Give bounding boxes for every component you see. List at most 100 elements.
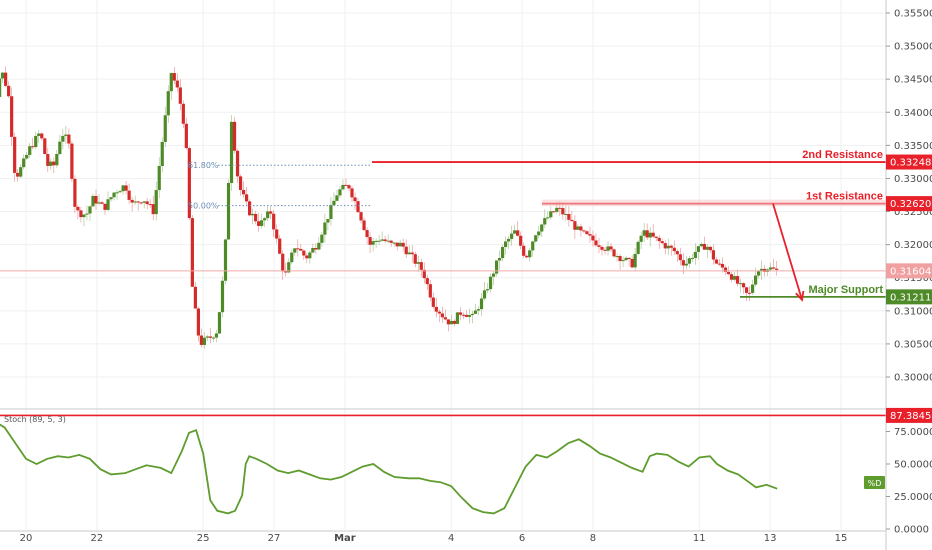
candle-body — [284, 271, 288, 273]
candle-body — [422, 269, 426, 279]
candle-body — [193, 286, 197, 309]
stoch-title: Stoch (89, 5, 3) — [4, 415, 66, 424]
candle-body — [199, 335, 204, 345]
candle-body — [88, 206, 92, 214]
candle-body — [335, 195, 339, 201]
candle-body — [540, 224, 544, 232]
candle-body — [552, 211, 556, 213]
time-tick-label: 6 — [519, 533, 525, 544]
resistance-2-tag — [886, 154, 932, 170]
candle-body — [380, 239, 384, 241]
candle-body — [181, 103, 185, 124]
candle-body — [148, 204, 152, 206]
candle-body — [687, 258, 691, 264]
candle-body — [410, 252, 414, 255]
candle-body — [732, 276, 737, 280]
candle-body — [600, 246, 604, 250]
fib-label: 61.80% — [188, 161, 219, 170]
fib-label: 50.00% — [188, 202, 219, 211]
candle-body — [52, 161, 56, 166]
candle-body — [513, 230, 517, 234]
candle-body — [43, 138, 47, 155]
candle-body — [368, 237, 372, 245]
candle-body — [151, 204, 155, 215]
candle-body — [413, 254, 417, 264]
candle-body — [296, 248, 300, 250]
candle-body — [305, 255, 309, 259]
candle-body — [97, 202, 101, 204]
candle-body — [398, 242, 402, 247]
price-tick-label: 0.35500 — [894, 9, 932, 20]
candle-body — [747, 292, 752, 294]
candle-body — [130, 199, 134, 203]
candle-body — [169, 73, 173, 92]
candle-body — [579, 226, 583, 231]
time-tick-label: 15 — [835, 533, 848, 544]
candle-body — [633, 253, 637, 268]
candle-body — [100, 202, 104, 204]
candle-body — [534, 235, 538, 242]
candle-body — [232, 121, 237, 151]
candle-body — [681, 260, 685, 266]
candle-body — [543, 218, 547, 225]
candle-body — [772, 267, 776, 269]
candle-body — [293, 248, 297, 253]
candle-body — [693, 251, 697, 259]
candle-body — [377, 240, 381, 242]
candle-body — [383, 239, 387, 242]
candle-body — [61, 135, 65, 142]
candle-body — [452, 320, 457, 324]
price-tick-label: 0.33500 — [894, 141, 932, 152]
major-support-label: Major Support — [808, 284, 883, 296]
candle-body — [494, 260, 499, 274]
candle-body — [341, 184, 345, 190]
candle-body — [109, 197, 113, 200]
candle-body — [163, 115, 167, 142]
candle-body — [323, 222, 327, 235]
candle-body — [395, 242, 399, 247]
price-tick-label: 0.32500 — [894, 207, 932, 218]
candle-body — [326, 219, 330, 223]
candle-body — [528, 250, 532, 258]
candle-body — [184, 123, 188, 149]
candle-body — [175, 80, 179, 88]
candle-body — [124, 185, 128, 191]
candle-body — [431, 297, 435, 307]
candle-body — [404, 246, 408, 255]
candle-body — [723, 267, 728, 272]
candle-body — [386, 240, 390, 242]
time-tick-label: 8 — [590, 533, 596, 544]
major-support-tag — [886, 289, 932, 305]
candle-body — [585, 231, 589, 235]
candle-body — [31, 146, 35, 148]
candle-body — [488, 276, 493, 290]
price-levels: 61.80% 50.00% 2nd Resistance 1st Resistance… — [0, 149, 886, 302]
grid — [0, 0, 886, 530]
candle-body — [606, 246, 610, 251]
candle-body — [437, 311, 441, 314]
candle-body — [58, 141, 62, 155]
candle-body — [651, 232, 655, 237]
candle-body — [428, 284, 432, 298]
stoch-threshold-tag — [886, 407, 932, 423]
candle-body — [157, 165, 161, 191]
candle-body — [359, 212, 363, 221]
candle-body — [407, 252, 411, 255]
candle-body — [187, 148, 191, 219]
candle-body — [419, 262, 423, 270]
candle-body — [684, 263, 688, 266]
candle-body — [85, 213, 89, 215]
candle-body — [332, 200, 336, 205]
candle-body — [217, 312, 222, 334]
candle-body — [260, 220, 264, 226]
candle-body — [416, 262, 420, 264]
candle-body — [314, 247, 318, 250]
candle-body — [247, 201, 252, 216]
candle-body — [500, 246, 505, 259]
candle-body — [624, 257, 628, 261]
candle-body — [573, 221, 577, 230]
candle-body — [476, 309, 481, 311]
candle-body — [115, 192, 119, 194]
candle-body — [663, 243, 667, 249]
